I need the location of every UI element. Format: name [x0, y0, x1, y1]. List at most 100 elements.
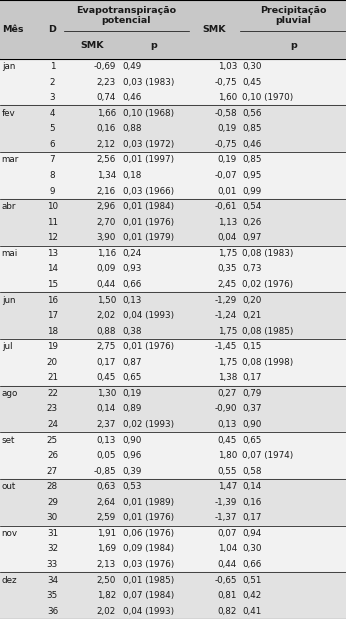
- Text: 25: 25: [47, 436, 58, 444]
- Text: 0,85: 0,85: [242, 155, 262, 165]
- Text: 1,50: 1,50: [97, 295, 116, 305]
- Text: 0,19: 0,19: [218, 124, 237, 133]
- Text: 0,01 (1976): 0,01 (1976): [123, 513, 174, 522]
- Text: 1,75: 1,75: [218, 358, 237, 366]
- Text: 0,01 (1976): 0,01 (1976): [123, 218, 174, 227]
- Text: 2,75: 2,75: [97, 342, 116, 351]
- Text: 27: 27: [47, 467, 58, 475]
- Text: mai: mai: [2, 249, 18, 258]
- Text: 0,16: 0,16: [242, 498, 262, 507]
- Text: 36: 36: [47, 607, 58, 616]
- Text: -0,69: -0,69: [93, 62, 116, 71]
- Text: -0,58: -0,58: [215, 109, 237, 118]
- Bar: [0, 261, 346, 277]
- Text: 0,81: 0,81: [218, 591, 237, 600]
- Text: 1,66: 1,66: [97, 109, 116, 118]
- Text: 0,01 (1976): 0,01 (1976): [123, 342, 174, 351]
- Text: 0,99: 0,99: [242, 186, 262, 196]
- Bar: [0, 588, 346, 604]
- Text: nov: nov: [2, 529, 18, 538]
- Bar: [0, 573, 346, 588]
- Text: 4: 4: [50, 109, 55, 118]
- Text: 0,21: 0,21: [242, 311, 262, 320]
- Text: 0,42: 0,42: [242, 591, 262, 600]
- Text: abr: abr: [2, 202, 16, 211]
- Bar: [0, 90, 346, 105]
- Text: 1,91: 1,91: [97, 529, 116, 538]
- Bar: [0, 448, 346, 464]
- Text: 2: 2: [50, 77, 55, 87]
- Text: 0,07: 0,07: [218, 529, 237, 538]
- Text: 0,01 (1979): 0,01 (1979): [123, 233, 174, 242]
- Text: 1,03: 1,03: [218, 62, 237, 71]
- Text: 0,35: 0,35: [218, 264, 237, 274]
- Text: 0,17: 0,17: [97, 358, 116, 366]
- Text: 0,38: 0,38: [123, 327, 142, 335]
- Text: 14: 14: [47, 264, 58, 274]
- Text: fev: fev: [2, 109, 15, 118]
- Text: 0,89: 0,89: [123, 404, 142, 413]
- Text: 2,02: 2,02: [97, 607, 116, 616]
- Text: 1,80: 1,80: [218, 451, 237, 460]
- Text: 0,74: 0,74: [97, 93, 116, 102]
- Text: 0,16: 0,16: [97, 124, 116, 133]
- Text: 2,59: 2,59: [97, 513, 116, 522]
- Text: 10: 10: [47, 202, 58, 211]
- Text: 0,04 (1993): 0,04 (1993): [123, 311, 174, 320]
- Text: 0,02 (1976): 0,02 (1976): [242, 280, 293, 289]
- Bar: [0, 292, 346, 308]
- Text: out: out: [2, 482, 16, 491]
- Text: 0,13: 0,13: [123, 295, 142, 305]
- Text: 0,39: 0,39: [123, 467, 142, 475]
- Bar: [0, 323, 346, 339]
- Text: 0,88: 0,88: [123, 124, 142, 133]
- Bar: [0, 168, 346, 183]
- Text: 0,24: 0,24: [123, 249, 142, 258]
- Text: 0,03 (1983): 0,03 (1983): [123, 77, 174, 87]
- Text: 26: 26: [47, 451, 58, 460]
- Text: 0,20: 0,20: [242, 295, 262, 305]
- Text: 0,13: 0,13: [97, 436, 116, 444]
- Text: -0,85: -0,85: [93, 467, 116, 475]
- Text: SMK: SMK: [80, 41, 103, 50]
- Text: 0,93: 0,93: [123, 264, 142, 274]
- Text: 32: 32: [47, 545, 58, 553]
- Text: 0,01: 0,01: [218, 186, 237, 196]
- Text: p: p: [290, 41, 297, 50]
- Text: 0,66: 0,66: [123, 280, 142, 289]
- Text: 20: 20: [47, 358, 58, 366]
- Text: 0,55: 0,55: [218, 467, 237, 475]
- Text: jan: jan: [2, 62, 15, 71]
- Bar: [0, 59, 346, 74]
- Bar: [0, 152, 346, 168]
- Bar: [0, 464, 346, 479]
- Text: 0,45: 0,45: [97, 373, 116, 383]
- Text: 1,34: 1,34: [97, 171, 116, 180]
- Text: 0,46: 0,46: [242, 140, 262, 149]
- Text: 0,30: 0,30: [242, 545, 262, 553]
- Bar: [0, 479, 346, 495]
- Bar: [0, 230, 346, 246]
- Bar: [0, 308, 346, 323]
- Bar: [0, 510, 346, 526]
- Text: 0,03 (1972): 0,03 (1972): [123, 140, 174, 149]
- Text: 16: 16: [47, 295, 58, 305]
- Bar: [0, 526, 346, 541]
- Text: 2,37: 2,37: [97, 420, 116, 429]
- Text: -0,75: -0,75: [215, 140, 237, 149]
- Text: 0,45: 0,45: [218, 436, 237, 444]
- Bar: [0, 495, 346, 510]
- Text: 0,46: 0,46: [123, 93, 142, 102]
- Text: 1,75: 1,75: [218, 327, 237, 335]
- Text: -1,29: -1,29: [215, 295, 237, 305]
- Text: mar: mar: [2, 155, 19, 165]
- Text: -1,24: -1,24: [215, 311, 237, 320]
- Text: 1,16: 1,16: [97, 249, 116, 258]
- Text: 0,63: 0,63: [97, 482, 116, 491]
- Text: Mês: Mês: [2, 25, 23, 34]
- Text: 0,44: 0,44: [218, 560, 237, 569]
- Text: D: D: [48, 25, 56, 34]
- Text: 1,60: 1,60: [218, 93, 237, 102]
- Bar: [0, 370, 346, 386]
- Text: 2,56: 2,56: [97, 155, 116, 165]
